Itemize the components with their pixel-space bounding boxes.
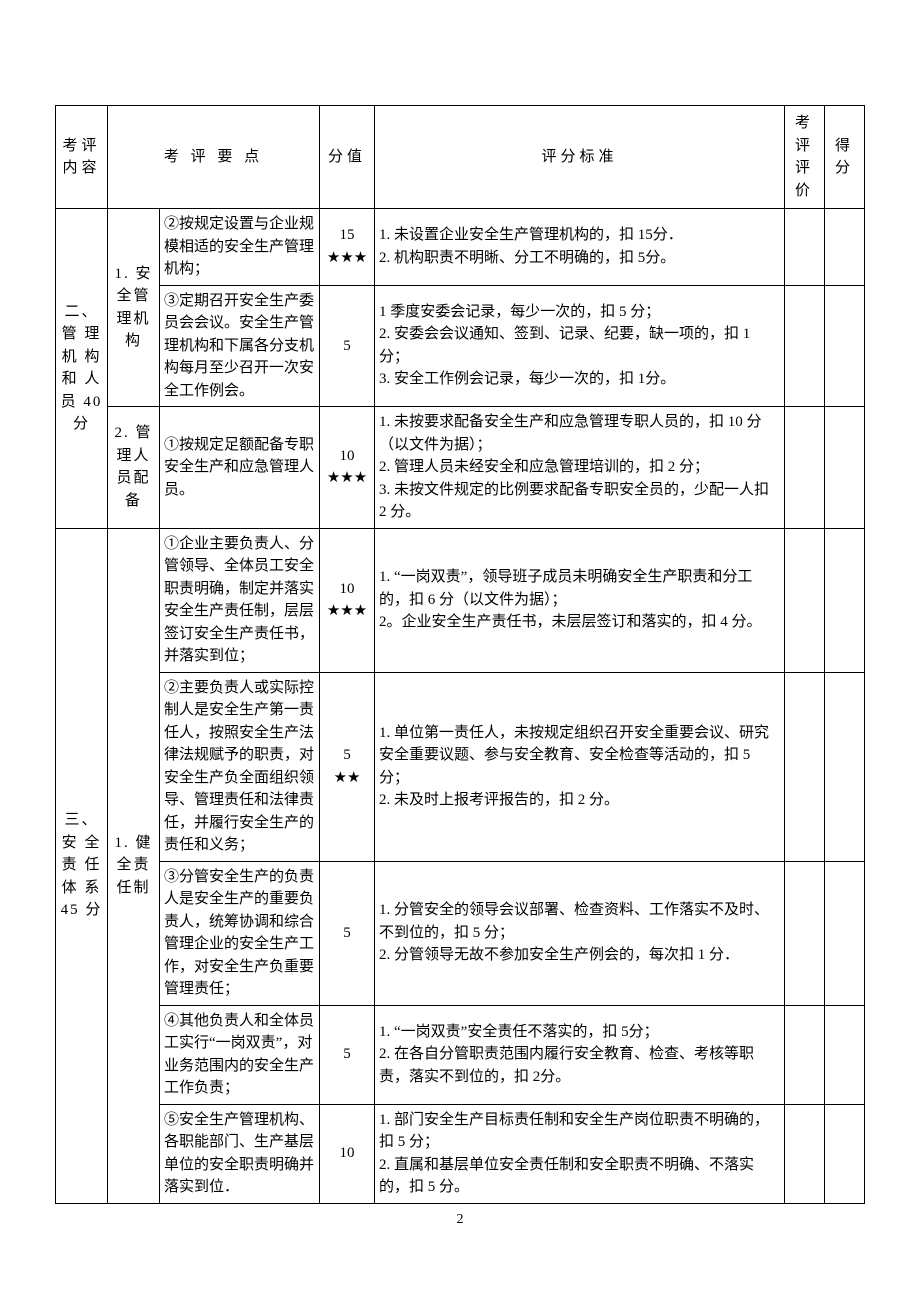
score-cell: 5	[320, 1005, 375, 1104]
criteria-cell: 1. 分管安全的领导会议部署、检查资料、工作落实不及时、不到位的，扣 5 分； …	[375, 861, 785, 1005]
criteria-cell: 1. “一岗双责”安全责任不落实的，扣 5分； 2. 在各自分管职责范围内履行安…	[375, 1005, 785, 1104]
category-cell-section2: 二、管 理机 构和 人员 40 分	[56, 209, 108, 529]
table-row: 三、安 全责 任体 系 45 分 1. 健全责任制 ①企业主要负责人、分管领导、…	[56, 528, 865, 672]
table-row: 2. 管理人员配备 ①按规定足额配备专职安全生产和应急管理人员。 10 ★★★ …	[56, 407, 865, 529]
point-cell: ④其他负责人和全体员工实行“一岗双责”，对业务范围内的安全生产工作负责；	[160, 1005, 320, 1104]
result-cell	[825, 407, 865, 529]
table-row: 二、管 理机 构和 人员 40 分 1. 安全管理机构 ②按规定设置与企业规模相…	[56, 209, 865, 286]
subcategory-cell: 1. 安全管理机构	[108, 209, 160, 407]
criteria-cell: 1. “一岗双责”，领导班子成员未明确安全生产职责和分工的，扣 6 分（以文件为…	[375, 528, 785, 672]
result-cell	[825, 861, 865, 1005]
criteria-cell: 1 季度安委会记录，每少一次的，扣 5 分； 2. 安委会会议通知、签到、记录、…	[375, 285, 785, 407]
eval-cell	[785, 1005, 825, 1104]
score-cell: 10 ★★★	[320, 528, 375, 672]
subcategory-cell: 1. 健全责任制	[108, 528, 160, 1203]
point-cell: ②主要负责人或实际控制人是安全生产第一责任人，按照安全生产法律法规赋予的职责，对…	[160, 672, 320, 861]
assessment-table: 考评内容 考 评 要 点 分值 评分标准 考评评价 得分 二、管 理机 构和 人…	[55, 105, 865, 1204]
eval-cell	[785, 1104, 825, 1203]
eval-cell	[785, 672, 825, 861]
point-cell: ①按规定足额配备专职安全生产和应急管理人员。	[160, 407, 320, 529]
point-cell: ⑤安全生产管理机构、各职能部门、生产基层单位的安全职责明确并落实到位．	[160, 1104, 320, 1203]
subcategory-cell: 2. 管理人员配备	[108, 407, 160, 529]
score-cell: 15 ★★★	[320, 209, 375, 286]
header-score: 分值	[320, 106, 375, 209]
score-cell: 10	[320, 1104, 375, 1203]
result-cell	[825, 285, 865, 407]
eval-cell	[785, 528, 825, 672]
header-points: 考 评 要 点	[108, 106, 320, 209]
score-cell: 5	[320, 285, 375, 407]
point-cell: ①企业主要负责人、分管领导、全体员工安全职责明确，制定并落实安全生产责任制，层层…	[160, 528, 320, 672]
point-cell: ②按规定设置与企业规模相适的安全生产管理机构；	[160, 209, 320, 286]
header-eval: 考评评价	[785, 106, 825, 209]
table-row: ⑤安全生产管理机构、各职能部门、生产基层单位的安全职责明确并落实到位． 10 1…	[56, 1104, 865, 1203]
eval-cell	[785, 209, 825, 286]
category-cell-section3: 三、安 全责 任体 系 45 分	[56, 528, 108, 1203]
result-cell	[825, 528, 865, 672]
table-row: ③分管安全生产的负责人是安全生产的重要负责人，统筹协调和综合管理企业的安全生产工…	[56, 861, 865, 1005]
score-cell: 10 ★★★	[320, 407, 375, 529]
point-cell: ③分管安全生产的负责人是安全生产的重要负责人，统筹协调和综合管理企业的安全生产工…	[160, 861, 320, 1005]
criteria-cell: 1. 单位第一责任人，未按规定组织召开安全重要会议、研究安全重要议题、参与安全教…	[375, 672, 785, 861]
table-row: ③定期召开安全生产委员会会议。安全生产管理机构和下属各分支机构每月至少召开一次安…	[56, 285, 865, 407]
page-number: 2	[55, 1212, 865, 1228]
result-cell	[825, 672, 865, 861]
header-criteria: 评分标准	[375, 106, 785, 209]
point-cell: ③定期召开安全生产委员会会议。安全生产管理机构和下属各分支机构每月至少召开一次安…	[160, 285, 320, 407]
result-cell	[825, 1104, 865, 1203]
result-cell	[825, 1005, 865, 1104]
eval-cell	[785, 861, 825, 1005]
criteria-cell: 1. 未按要求配备安全生产和应急管理专职人员的，扣 10 分（以文件为据）； 2…	[375, 407, 785, 529]
eval-cell	[785, 407, 825, 529]
score-cell: 5 ★★	[320, 672, 375, 861]
table-row: ④其他负责人和全体员工实行“一岗双责”，对业务范围内的安全生产工作负责； 5 1…	[56, 1005, 865, 1104]
header-row: 考评内容 考 评 要 点 分值 评分标准 考评评价 得分	[56, 106, 865, 209]
criteria-cell: 1. 未设置企业安全生产管理机构的，扣 15分． 2. 机构职责不明晰、分工不明…	[375, 209, 785, 286]
header-result: 得分	[825, 106, 865, 209]
table-row: ②主要负责人或实际控制人是安全生产第一责任人，按照安全生产法律法规赋予的职责，对…	[56, 672, 865, 861]
eval-cell	[785, 285, 825, 407]
score-cell: 5	[320, 861, 375, 1005]
header-category: 考评内容	[56, 106, 108, 209]
criteria-cell: 1. 部门安全生产目标责任制和安全生产岗位职责不明确的，扣 5 分； 2. 直属…	[375, 1104, 785, 1203]
result-cell	[825, 209, 865, 286]
